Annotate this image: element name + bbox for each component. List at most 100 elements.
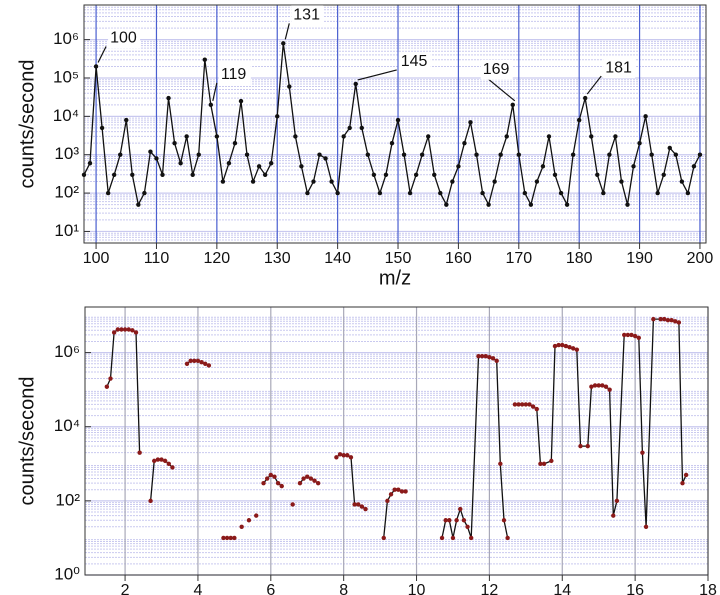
x-tick-label: 16 (626, 582, 644, 595)
x-tick-label: 100 (83, 250, 110, 267)
data-point (600, 383, 605, 388)
data-point (184, 361, 190, 366)
data-point (334, 455, 339, 460)
data-point (438, 190, 443, 196)
annotation: 169 (483, 61, 510, 78)
data-point (444, 202, 449, 207)
data-point (667, 145, 672, 151)
data-point (419, 152, 425, 157)
data-point (130, 328, 135, 333)
y-axis-label: counts/second (16, 377, 38, 506)
x-tick-label: 200 (687, 250, 714, 267)
y-tick-label: 10¹ (54, 221, 79, 240)
data-point (315, 480, 321, 486)
data-point (556, 342, 561, 348)
data-point (574, 347, 580, 352)
plot-area (84, 5, 706, 243)
data-point (519, 402, 525, 407)
data-point (651, 316, 656, 322)
data-point (305, 474, 310, 479)
data-point (669, 317, 674, 323)
data-point (359, 125, 364, 131)
data-point (655, 190, 660, 196)
data-point (206, 363, 212, 368)
data-point (622, 332, 627, 338)
data-point (625, 332, 631, 338)
y-tick-label: 10⁶ (53, 29, 79, 48)
data-point (510, 102, 515, 108)
data-point (256, 164, 262, 169)
data-point (105, 190, 111, 196)
data-point (456, 164, 461, 169)
data-point (356, 502, 361, 507)
data-point (124, 117, 129, 123)
data-point (483, 353, 488, 359)
data-point (649, 152, 654, 157)
data-point (613, 134, 618, 139)
data-point (552, 172, 558, 177)
data-point (232, 535, 237, 541)
data-point (308, 476, 314, 481)
data-point (399, 489, 405, 494)
data-point (487, 355, 492, 360)
data-point (104, 384, 110, 389)
data-point (226, 161, 232, 166)
data-point (643, 524, 649, 529)
data-point (272, 474, 277, 479)
data-point (534, 179, 540, 184)
annotation-bg (291, 5, 324, 26)
data-point (261, 480, 266, 486)
data-point (673, 319, 678, 324)
data-point (221, 535, 226, 541)
data-point (244, 152, 250, 157)
data-point (468, 535, 474, 541)
plot-frame (83, 4, 707, 244)
x-tick-label: 120 (204, 250, 231, 267)
data-point (611, 513, 616, 518)
data-point (450, 535, 456, 541)
data-point (87, 161, 93, 166)
data-point (486, 202, 491, 207)
annotation-bg (218, 64, 251, 85)
x-tick-label: 8 (339, 582, 348, 595)
data-point (564, 202, 570, 207)
data-point (162, 458, 168, 464)
data-point (592, 383, 598, 388)
data-point (583, 95, 588, 101)
data-point (93, 64, 99, 69)
x-tick-label: 140 (324, 250, 351, 267)
data-point (458, 506, 463, 512)
data-point (673, 152, 679, 157)
data-point (202, 57, 207, 62)
data-point (560, 342, 565, 348)
data-point (184, 134, 189, 139)
data-point (220, 179, 226, 184)
data-point (133, 330, 139, 335)
data-point (462, 140, 467, 146)
data-point (246, 518, 252, 523)
annotation-bg (480, 59, 513, 80)
annotation-leader (357, 69, 397, 81)
x-tick-label: 18 (699, 582, 717, 595)
data-point (516, 152, 521, 157)
data-point (643, 114, 648, 119)
data-point (679, 179, 685, 184)
data-point (661, 172, 666, 177)
plot: 10⁰10²10⁴10⁶24681012141618m/zcounts/seco… (16, 306, 717, 595)
data-point (454, 518, 459, 523)
x-tick-label: 14 (553, 582, 571, 595)
data-point (329, 179, 334, 184)
annotation-bg (108, 28, 141, 49)
annotation: 145 (401, 53, 428, 70)
data-point (636, 335, 641, 341)
data-point (534, 406, 539, 412)
annotation: 119 (221, 66, 247, 83)
data-point (337, 452, 343, 457)
y-tick-label: 10⁴ (53, 106, 79, 125)
data-point (347, 125, 352, 131)
data-point (468, 120, 473, 125)
data-point (290, 502, 295, 507)
data-point (363, 506, 368, 512)
data-point (465, 524, 470, 529)
data-point (607, 152, 612, 157)
